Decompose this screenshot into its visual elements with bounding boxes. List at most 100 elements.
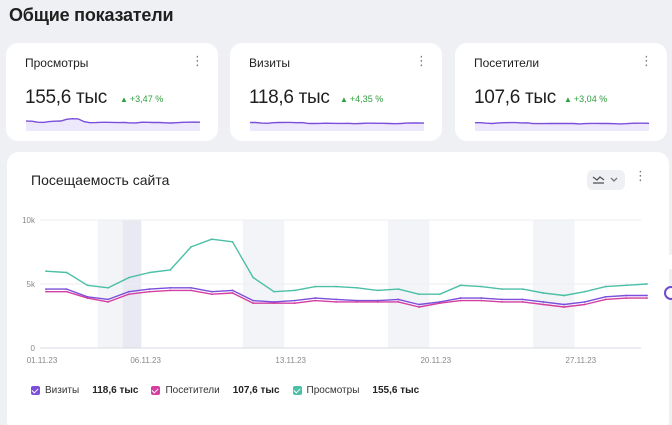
data-point bbox=[293, 289, 296, 292]
kebab-menu-icon[interactable]: ⋮ bbox=[191, 53, 204, 68]
triangle-up-icon: ▲ bbox=[120, 95, 128, 104]
data-point bbox=[65, 271, 68, 274]
data-point bbox=[355, 301, 358, 303]
x-tick-label: 01.11.23 bbox=[27, 356, 58, 365]
data-point bbox=[190, 245, 192, 248]
data-point bbox=[355, 299, 358, 302]
checkbox-icon[interactable] bbox=[31, 386, 40, 395]
x-tick-label: 13.11.23 bbox=[275, 356, 306, 365]
data-point bbox=[563, 294, 566, 297]
data-point bbox=[86, 297, 89, 299]
data-point bbox=[501, 298, 503, 301]
kpi-value: 118,6 тыс bbox=[249, 87, 330, 108]
sparkline-area bbox=[475, 122, 649, 131]
data-point bbox=[45, 270, 47, 273]
x-tick-label: 20.11.23 bbox=[420, 356, 451, 365]
chart-title: Посещаемость сайта bbox=[31, 172, 170, 188]
legend-item-visits[interactable]: Визиты 118,6 тыс bbox=[31, 385, 138, 396]
chart-legend: Визиты 118,6 тыс Посетители 107,6 тыс Пр… bbox=[31, 385, 432, 396]
kpi-delta: ▲ +4,35 % bbox=[340, 94, 384, 104]
data-point bbox=[480, 297, 483, 299]
data-point bbox=[231, 289, 234, 292]
data-point bbox=[459, 297, 462, 299]
checkbox-icon[interactable] bbox=[292, 386, 302, 395]
data-point bbox=[418, 303, 420, 306]
legend-name: Посетители bbox=[165, 385, 220, 396]
data-point bbox=[252, 276, 255, 279]
data-point bbox=[65, 290, 68, 293]
series-line-pageviews[interactable] bbox=[45, 238, 648, 297]
sparkline-area bbox=[250, 122, 424, 131]
checkbox-icon[interactable] bbox=[151, 386, 161, 395]
data-point bbox=[625, 284, 628, 287]
data-point bbox=[397, 288, 400, 291]
sparkline bbox=[475, 121, 649, 131]
data-point bbox=[107, 298, 110, 301]
kebab-menu-icon[interactable]: ⋮ bbox=[634, 168, 647, 183]
data-point bbox=[397, 298, 400, 301]
data-point bbox=[604, 285, 607, 288]
data-point bbox=[231, 292, 234, 294]
page-title: Общие показатели bbox=[9, 5, 174, 25]
kpi-label: Визиты bbox=[249, 56, 291, 70]
kpi-card-visits[interactable]: Визиты ⋮ 118,6 тыс ▲ +4,35 % bbox=[230, 43, 442, 141]
kpi-label: Посетители bbox=[474, 56, 540, 70]
data-point bbox=[169, 286, 172, 289]
data-point bbox=[376, 301, 379, 303]
legend-total: 155,6 тыс bbox=[372, 385, 420, 396]
data-point bbox=[438, 293, 441, 296]
data-point bbox=[583, 303, 586, 306]
legend-item-pageviews[interactable]: Просмотры 155,6 тыс bbox=[292, 385, 420, 396]
data-point bbox=[210, 290, 213, 293]
traffic-chart[interactable]: 10k 5k 0 01.11.23 06.11.23 13.11.23 20.11.23 27… bbox=[7, 152, 669, 377]
traffic-chart-card: 10k 5k 0 01.11.23 06.11.23 13.11.23 20.11.23 27… bbox=[7, 152, 669, 425]
data-point bbox=[169, 269, 172, 271]
data-point bbox=[501, 301, 503, 303]
data-point bbox=[190, 286, 192, 289]
data-point bbox=[45, 288, 47, 291]
data-point bbox=[107, 301, 110, 303]
data-point bbox=[273, 290, 275, 293]
data-point bbox=[542, 292, 545, 294]
kpi-card-pageviews[interactable]: Просмотры ⋮ 155,6 тыс ▲ +3,47 % bbox=[6, 43, 218, 141]
data-point bbox=[314, 299, 317, 302]
data-point bbox=[355, 286, 358, 289]
legend-name: Визиты bbox=[45, 385, 80, 396]
data-point bbox=[335, 285, 338, 288]
data-point bbox=[148, 271, 151, 274]
data-point bbox=[86, 284, 89, 287]
data-point bbox=[418, 293, 420, 296]
chart-type-dropdown[interactable] bbox=[587, 170, 625, 190]
data-point bbox=[210, 293, 213, 296]
sparkline-line bbox=[475, 121, 649, 125]
kpi-delta: ▲ +3,47 % bbox=[120, 94, 164, 104]
legend-total: 118,6 тыс bbox=[92, 385, 139, 396]
data-point bbox=[563, 303, 566, 306]
triangle-up-icon: ▲ bbox=[340, 95, 348, 104]
data-point bbox=[107, 286, 110, 289]
kpi-card-visitors[interactable]: Посетители ⋮ 107,6 тыс ▲ +3,04 % bbox=[455, 43, 667, 141]
series-line-visitors[interactable] bbox=[46, 289, 647, 308]
series-line-visits[interactable] bbox=[46, 287, 647, 306]
data-point bbox=[314, 297, 317, 299]
data-point bbox=[604, 295, 607, 298]
legend-name: Просмотры bbox=[306, 385, 360, 396]
data-point bbox=[376, 289, 379, 292]
data-point bbox=[127, 293, 130, 296]
data-point bbox=[190, 289, 192, 292]
kebab-menu-icon[interactable]: ⋮ bbox=[640, 53, 653, 68]
data-point bbox=[542, 303, 545, 306]
line-chart-icon bbox=[592, 176, 618, 184]
legend-total: 107,6 тыс bbox=[232, 385, 280, 396]
sparkline bbox=[250, 121, 424, 131]
data-point bbox=[542, 301, 545, 303]
legend-item-visitors[interactable]: Посетители 107,6 тыс bbox=[151, 385, 280, 396]
data-point bbox=[293, 302, 296, 305]
data-point bbox=[563, 306, 566, 308]
sparkline bbox=[26, 117, 200, 131]
data-point bbox=[438, 301, 441, 303]
kebab-menu-icon[interactable]: ⋮ bbox=[415, 53, 428, 68]
side-panel-toggle-icon[interactable] bbox=[664, 286, 672, 300]
x-tick-label: 27.11.23 bbox=[566, 356, 597, 365]
triangle-up-icon: ▲ bbox=[564, 95, 572, 104]
